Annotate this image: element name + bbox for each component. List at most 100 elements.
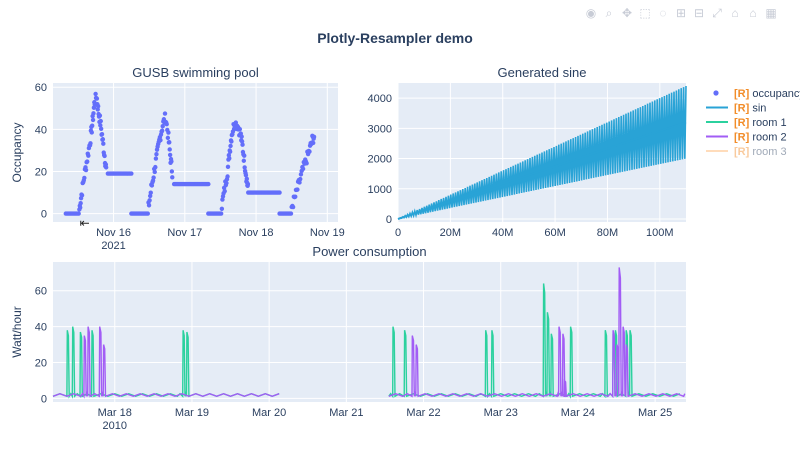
- scatter-point: [86, 153, 91, 158]
- scatter-point: [153, 156, 159, 161]
- x-tick-label: Nov 19: [310, 227, 345, 239]
- scatter-point: [90, 117, 96, 123]
- y-tick-label: 40: [35, 322, 47, 334]
- scatter-point: [169, 159, 174, 164]
- scatter-point: [167, 152, 173, 158]
- scatter-point: [227, 149, 233, 154]
- legend-item-sin[interactable]: [R] sin: [706, 103, 766, 115]
- legend-item-occupancy[interactable]: [R] occupancy: [713, 88, 800, 100]
- scatter-point: [88, 141, 93, 146]
- scatter-point: [225, 164, 231, 170]
- scatter-point: [245, 181, 251, 187]
- scatter-point: [85, 159, 90, 164]
- reset-axes-icon[interactable]: ⌂: [731, 6, 739, 20]
- scatter-point: [152, 169, 157, 175]
- y-tick-label: 0: [41, 209, 47, 221]
- scatter-point: [227, 156, 232, 161]
- x-tick-label: 0: [395, 227, 401, 239]
- zoom-in-icon[interactable]: ⊞: [675, 6, 687, 20]
- subplot-power[interactable]: 0 20 40 60 Power consumption Watt/hour Mar 182…: [10, 244, 686, 432]
- x-tick-label: Mar 18: [98, 407, 132, 419]
- scatter-point: [298, 172, 304, 177]
- camera-icon[interactable]: ◉: [585, 6, 597, 20]
- x-tick-label: Nov 18: [239, 227, 274, 239]
- scatter-point: [167, 140, 172, 145]
- scatter-point: [91, 111, 96, 116]
- x-tick-label: 20M: [440, 227, 461, 239]
- scatter-point: [304, 161, 309, 166]
- scatter-point: [78, 201, 83, 206]
- scatter-point: [244, 176, 249, 182]
- legend-resample-prefix: [R]: [734, 132, 750, 144]
- pan-icon[interactable]: ✥: [621, 6, 633, 20]
- scatter-point: [243, 173, 249, 178]
- scatter-point: [145, 211, 150, 216]
- legend-label: [R] room 1: [734, 117, 787, 129]
- legend-item-room-1[interactable]: [R] room 1: [706, 117, 787, 129]
- scatter-point: [129, 171, 134, 176]
- legend-label: [R] occupancy: [734, 88, 800, 100]
- legend-resample-prefix: [R]: [734, 88, 750, 100]
- scatter-point: [153, 164, 158, 170]
- subplot-title: Generated sine: [498, 65, 587, 80]
- series-mean-sin: [397, 121, 687, 220]
- y-tick-label: 3000: [368, 123, 392, 135]
- subplot-sine[interactable]: 0 1000 2000 3000 4000 Generated sine 0 20M 40M 60…: [368, 65, 687, 239]
- scatter-point: [222, 188, 227, 194]
- scatter-point: [159, 128, 165, 133]
- scatter-point: [298, 176, 303, 182]
- resize-cursor-icon: ⇤: [80, 216, 90, 230]
- scatter-point: [78, 205, 83, 210]
- modebar: ◉ ⌕ ✥ ⬚ ◌ ⊞ ⊟ ⤢ ⌂ ⌂ ▦: [584, 6, 778, 20]
- scatter-point: [170, 175, 175, 180]
- scatter-point: [98, 126, 104, 131]
- zoom-icon[interactable]: ⌕: [605, 6, 613, 20]
- scatter-point: [237, 126, 243, 132]
- y-tick-label: 60: [35, 286, 47, 298]
- legend-series-name: room 2: [749, 132, 786, 144]
- subplot-pool[interactable]: 0 20 40 60 GUSB swimming pool Occupancy Nov 16…: [10, 65, 345, 252]
- autoscale-icon[interactable]: ⤢: [712, 6, 722, 20]
- legend-series-name: room 1: [749, 117, 786, 129]
- scatter-point: [79, 193, 85, 198]
- series-line-room-2: [52, 267, 686, 399]
- scatter-point: [239, 139, 245, 144]
- legend-series-name: sin: [749, 103, 766, 115]
- legend-label: [R] sin: [734, 103, 766, 115]
- x-tick-label: Nov 16: [96, 227, 131, 239]
- lasso-icon[interactable]: ◌: [659, 6, 667, 20]
- y-tick-label: 40: [35, 124, 47, 136]
- scatter-point: [98, 118, 103, 124]
- y-tick-label: 20: [35, 358, 47, 370]
- legend-item-room-2[interactable]: [R] room 2: [706, 132, 787, 144]
- scatter-point: [94, 96, 100, 101]
- scatter-point: [97, 113, 103, 118]
- figure-title: Plotly-Resampler demo: [317, 30, 473, 46]
- box-select-icon[interactable]: ⬚: [639, 6, 651, 20]
- zoom-out-icon[interactable]: ⊟: [693, 6, 705, 20]
- x-tick-label: Mar 22: [406, 407, 440, 419]
- scatter-point: [242, 153, 247, 158]
- scatter-point: [83, 167, 89, 173]
- plot-area: [53, 83, 338, 222]
- y-tick-label: 1000: [368, 184, 392, 196]
- legend-item-room-3[interactable]: [R] room 3: [706, 146, 787, 158]
- y-tick-label: 20: [35, 166, 47, 178]
- home-icon[interactable]: ⌂: [749, 6, 757, 20]
- scatter-point: [229, 139, 234, 144]
- x-tick-year: 2021: [101, 240, 125, 252]
- series-line-sin: [397, 85, 687, 220]
- scatter-point: [218, 211, 224, 216]
- y-tick-label: 2000: [368, 154, 392, 166]
- scatter-point: [146, 203, 152, 208]
- scatter-point: [167, 147, 172, 152]
- legend-resample-prefix: [R]: [734, 103, 750, 115]
- y-axis-label: Occupancy: [10, 122, 24, 182]
- scatter-point: [95, 104, 101, 109]
- plotly-logo-icon[interactable]: ▦: [765, 6, 777, 20]
- scatter-point: [240, 142, 245, 147]
- subplot-title: Power consumption: [312, 244, 426, 259]
- x-tick-label: 60M: [544, 227, 565, 239]
- scatter-point: [151, 175, 156, 180]
